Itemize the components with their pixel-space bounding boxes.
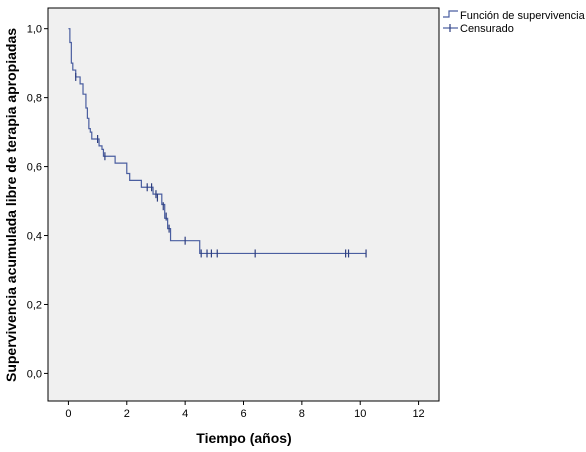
y-tick-label: 0,6 xyxy=(27,162,42,174)
y-tick-label: 0,8 xyxy=(27,93,42,105)
plot-background xyxy=(48,8,439,401)
y-tick-label: 0,2 xyxy=(27,299,42,311)
x-tick-label: 12 xyxy=(412,408,424,420)
x-tick-label: 10 xyxy=(354,408,366,420)
y-axis: 0,0 0,2 0,4 0,6 0,8 1,0 xyxy=(27,24,48,380)
legend: Función de supervivencia Censurado xyxy=(443,10,586,35)
y-axis-title: Supervivencia acumulada libre de terapia… xyxy=(3,28,19,382)
x-axis: 0 2 4 6 8 10 12 xyxy=(65,401,425,420)
y-tick-label: 0,0 xyxy=(27,368,42,380)
x-axis-title: Tiempo (años) xyxy=(196,430,291,446)
y-tick-label: 0,4 xyxy=(27,231,42,243)
plot-layer xyxy=(68,28,367,258)
survival-step-line xyxy=(68,28,367,255)
legend-survival-swatch xyxy=(443,10,458,18)
x-tick-label: 0 xyxy=(65,408,71,420)
legend-censored-label: Censurado xyxy=(460,23,514,35)
x-tick-label: 6 xyxy=(240,408,246,420)
x-tick-label: 4 xyxy=(182,408,188,420)
y-tick-label: 1,0 xyxy=(27,24,42,36)
x-tick-label: 8 xyxy=(299,408,305,420)
x-tick-label: 2 xyxy=(124,408,130,420)
legend-survival-label: Función de supervivencia xyxy=(460,10,586,22)
